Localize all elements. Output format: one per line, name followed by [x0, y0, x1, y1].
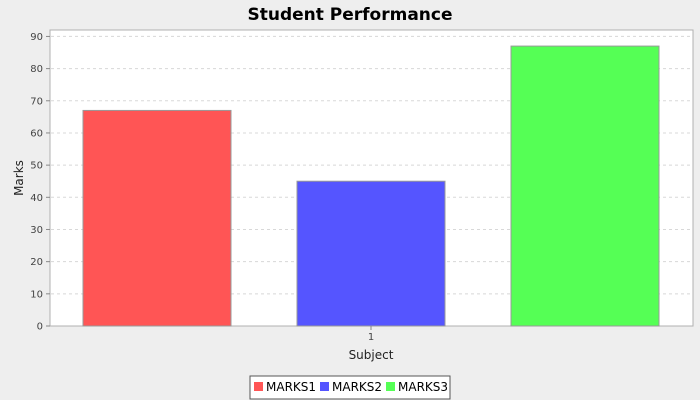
- legend-swatch-marks2: [320, 382, 329, 391]
- x-tick-label: 1: [368, 332, 374, 343]
- bar-marks1[interactable]: [82, 109, 232, 327]
- x-axis-title: Subject: [349, 348, 394, 362]
- legend-label-marks2: MARKS2: [332, 380, 382, 394]
- legend-swatch-marks3: [386, 382, 395, 391]
- legend-label-marks3: MARKS3: [398, 380, 448, 394]
- y-tick-label: 20: [30, 257, 43, 268]
- legend: MARKS1 MARKS2 MARKS3: [249, 375, 451, 400]
- y-axis-title: Marks: [12, 160, 26, 196]
- bar-marks2[interactable]: [296, 180, 446, 327]
- y-tick-label: 60: [30, 128, 43, 139]
- y-tick-label: 0: [37, 322, 43, 333]
- y-tick-label: 30: [30, 225, 43, 236]
- x-axis: 1: [368, 326, 374, 343]
- bar-marks3[interactable]: [510, 45, 660, 327]
- y-tick-label: 80: [30, 64, 43, 75]
- y-tick-label: 50: [30, 161, 43, 172]
- bars: [82, 45, 660, 327]
- legend-swatch-marks1: [254, 382, 263, 391]
- legend-box: [249, 375, 451, 400]
- legend-label-marks1: MARKS1: [266, 380, 316, 394]
- y-tick-label: 10: [30, 289, 43, 300]
- y-tick-label: 40: [30, 193, 43, 204]
- y-tick-label: 70: [30, 96, 43, 107]
- chart-title: Student Performance: [247, 5, 452, 25]
- y-tick-label: 90: [30, 32, 43, 43]
- y-axis: 0 10 20 30 40 50 60 70 80 90: [30, 32, 50, 333]
